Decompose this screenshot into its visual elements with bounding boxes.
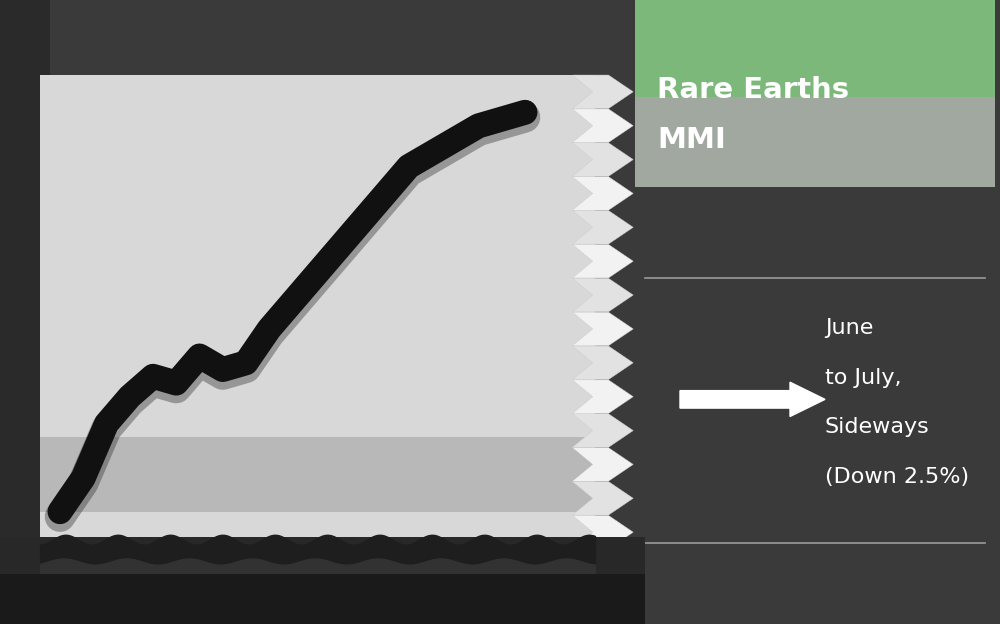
Polygon shape	[572, 210, 633, 244]
Polygon shape	[572, 278, 633, 312]
Bar	[635, 0, 995, 97]
Bar	[635, 97, 995, 187]
Polygon shape	[572, 177, 633, 210]
Polygon shape	[0, 75, 34, 549]
Polygon shape	[572, 312, 633, 346]
Bar	[0, 0, 50, 624]
Text: Rare Earths: Rare Earths	[657, 77, 849, 104]
Bar	[0, 574, 645, 624]
Bar	[40, 437, 595, 512]
Bar	[0, 537, 645, 624]
Text: (Down 2.5%): (Down 2.5%)	[825, 467, 969, 487]
Polygon shape	[572, 515, 633, 549]
Polygon shape	[572, 447, 633, 481]
Polygon shape	[572, 380, 633, 414]
Text: June: June	[825, 318, 873, 338]
Polygon shape	[572, 346, 633, 379]
Polygon shape	[572, 482, 633, 515]
Polygon shape	[572, 414, 633, 447]
Polygon shape	[572, 75, 633, 109]
Polygon shape	[572, 245, 633, 278]
FancyArrow shape	[680, 382, 825, 417]
Polygon shape	[572, 143, 633, 177]
Text: Sideways: Sideways	[825, 417, 930, 437]
Polygon shape	[572, 109, 633, 142]
Bar	[40, 75, 595, 549]
Text: to July,: to July,	[825, 368, 902, 388]
Text: MMI: MMI	[657, 127, 726, 154]
Bar	[635, 0, 995, 624]
